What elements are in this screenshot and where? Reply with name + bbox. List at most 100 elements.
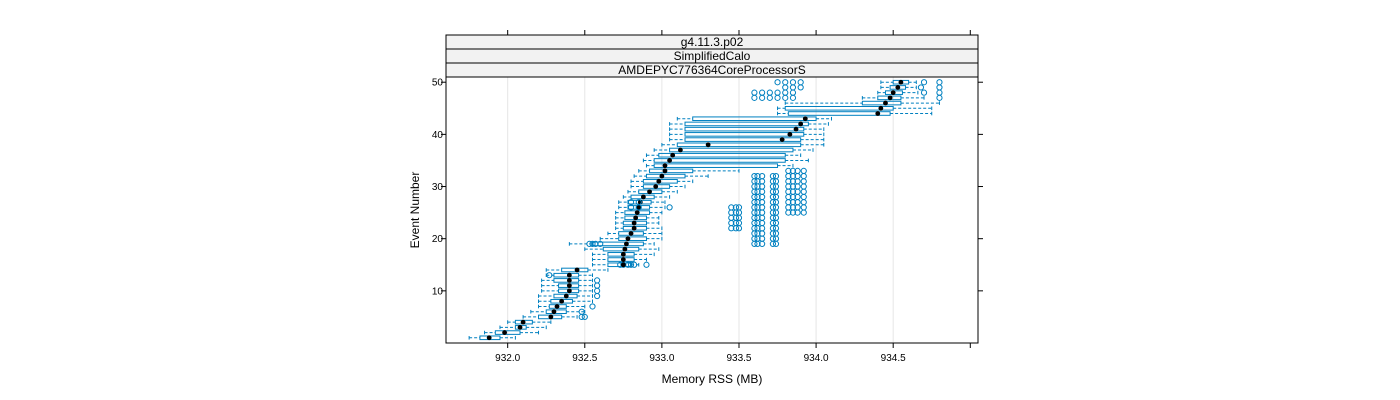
box (553, 272, 580, 278)
outlier-point (592, 240, 599, 248)
box (669, 147, 794, 153)
outlier-point (751, 94, 758, 101)
strip-label: SimplifiedCalo (674, 49, 751, 63)
boxplot-event-48 (751, 89, 943, 96)
median-point (624, 241, 629, 247)
outlier-point (546, 272, 553, 279)
boxplot-event-40 (669, 131, 825, 137)
boxplot-event-12 (541, 277, 601, 284)
strip-label: AMDEPYC776364CoreProcessorS (618, 63, 805, 77)
median-point (634, 210, 640, 216)
median-point (793, 126, 799, 132)
outlier-point (774, 94, 781, 101)
box (684, 126, 805, 132)
median-point (548, 314, 554, 320)
box (684, 132, 805, 137)
boxplot-event-16 (591, 257, 647, 262)
outlier-point (772, 172, 780, 180)
outlier-point (643, 261, 650, 268)
boxplot-event-13 (545, 272, 593, 279)
boxplot-event-24 (615, 215, 660, 221)
boxplot-event-14 (545, 267, 609, 273)
outlier-point (789, 167, 797, 174)
boxplot-event-23 (615, 220, 660, 226)
outlier-point (735, 204, 743, 211)
boxplot-event-46 (784, 100, 940, 106)
x-tick-label: 933.0 (649, 353, 674, 364)
outlier-point (759, 89, 766, 96)
outlier-point (728, 204, 735, 211)
boxplot-event-47 (751, 94, 943, 101)
box (649, 168, 694, 174)
x-tick-label: 934.5 (881, 353, 906, 364)
outlier-point (782, 94, 789, 101)
outlier-point (666, 204, 673, 211)
box (607, 252, 635, 257)
box (692, 116, 817, 122)
median-point (656, 178, 662, 184)
panel-border (445, 76, 979, 344)
boxplot-event-32 (633, 173, 709, 179)
boxplot-event-31 (630, 178, 694, 184)
outlier-point (774, 89, 781, 96)
outlier-point (797, 84, 804, 91)
boxplot-event-25 (615, 210, 663, 216)
x-tick-label: 932.0 (495, 353, 520, 364)
outlier-point (920, 79, 928, 86)
box (494, 330, 521, 335)
x-tick-label: 932.5 (572, 353, 597, 364)
boxplot-event-38 (661, 142, 825, 148)
outlier-point (754, 172, 761, 180)
boxplot-event-37 (653, 147, 814, 153)
outlier-point (936, 79, 943, 86)
box (676, 142, 802, 148)
median-point (875, 111, 881, 116)
outlier-cluster (751, 172, 766, 248)
outlier-point (797, 79, 804, 86)
outlier-point (766, 89, 773, 96)
outlier-point (936, 89, 943, 96)
outlier-point (782, 79, 789, 86)
x-tick-label: 934.0 (804, 353, 829, 364)
y-tick-label: 40 (432, 130, 444, 141)
median-point (566, 272, 572, 278)
outlier-point (785, 167, 792, 174)
box (645, 173, 686, 179)
outlier-point (581, 313, 588, 321)
median-point (883, 100, 888, 106)
outlier-point (759, 172, 766, 180)
outlier-point (800, 183, 807, 190)
outlier-point (627, 261, 635, 268)
y-tick-label: 10 (432, 286, 444, 297)
outlier-point (800, 209, 807, 216)
outlier-point (578, 308, 585, 315)
boxplot-event-30 (630, 184, 686, 189)
outlier-point (769, 172, 777, 180)
outlier-point (920, 89, 928, 96)
median-point (625, 236, 631, 242)
outlier-cluster (769, 172, 780, 248)
y-tick-label: 30 (432, 182, 444, 193)
y-tick-label: 20 (432, 234, 444, 245)
median-point (878, 105, 884, 111)
outlier-point (759, 94, 766, 101)
outlier-point (751, 172, 758, 180)
median-point (670, 152, 676, 158)
x-axis-title: Memory RSS (MB) (662, 372, 763, 386)
boxplot-event-22 (615, 225, 663, 231)
outlier-point (620, 261, 627, 268)
median-point (802, 116, 808, 122)
outlier-point (800, 193, 807, 201)
outlier-point (597, 240, 604, 248)
y-axis-title: Event Number (408, 172, 422, 249)
median-point (662, 168, 668, 174)
box (861, 100, 902, 106)
outlier-point (594, 282, 601, 289)
median-point (779, 137, 785, 142)
boxplot-event-20 (599, 236, 663, 242)
boxplot-event-11 (541, 282, 601, 289)
median-point (647, 189, 652, 195)
box (787, 111, 891, 116)
median-point (563, 293, 569, 299)
boxplot-event-28 (622, 194, 671, 200)
